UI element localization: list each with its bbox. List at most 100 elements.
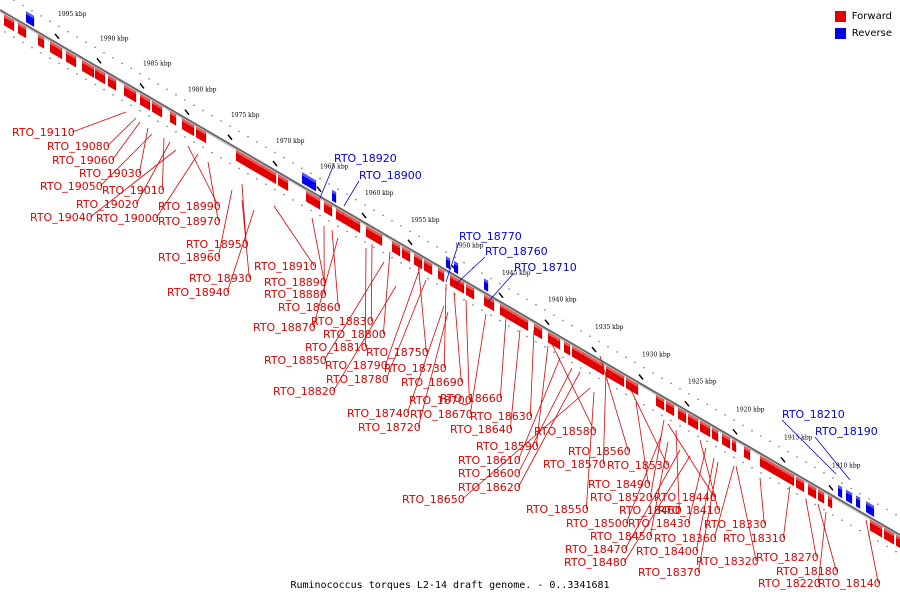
- forward-gene[interactable]: [306, 190, 321, 210]
- forward-gene[interactable]: [774, 463, 795, 487]
- reverse-gene[interactable]: [856, 495, 861, 509]
- forward-gene-label[interactable]: RTO_18410: [658, 504, 721, 517]
- forward-gene-label[interactable]: RTO_18220: [758, 577, 821, 590]
- forward-gene[interactable]: [196, 126, 207, 144]
- forward-gene[interactable]: [108, 75, 117, 91]
- forward-gene-label[interactable]: RTO_18970: [158, 215, 221, 228]
- forward-gene[interactable]: [278, 174, 289, 192]
- forward-gene-label[interactable]: RTO_18360: [654, 532, 717, 545]
- forward-gene-label[interactable]: RTO_18870: [253, 321, 316, 334]
- forward-gene[interactable]: [572, 345, 585, 364]
- forward-gene-label[interactable]: RTO_19040: [30, 211, 93, 224]
- forward-gene-label[interactable]: RTO_18650: [402, 493, 465, 506]
- forward-gene-label[interactable]: RTO_18490: [588, 478, 651, 491]
- reverse-gene-label[interactable]: RTO_18900: [359, 169, 422, 182]
- forward-gene[interactable]: [95, 67, 106, 85]
- forward-gene[interactable]: [366, 225, 383, 247]
- forward-gene[interactable]: [324, 201, 333, 217]
- forward-gene[interactable]: [808, 483, 817, 500]
- forward-gene-label[interactable]: RTO_18660: [440, 392, 503, 405]
- forward-gene-label[interactable]: RTO_18480: [564, 556, 627, 569]
- forward-gene[interactable]: [626, 377, 639, 396]
- forward-gene[interactable]: [818, 489, 825, 504]
- forward-gene[interactable]: [516, 313, 529, 332]
- forward-gene-label[interactable]: RTO_18780: [326, 373, 389, 386]
- forward-gene-label[interactable]: RTO_19000: [96, 212, 159, 225]
- forward-gene[interactable]: [66, 50, 77, 68]
- forward-gene[interactable]: [884, 527, 895, 545]
- forward-gene[interactable]: [796, 476, 805, 493]
- reverse-gene[interactable]: [846, 489, 853, 505]
- forward-gene[interactable]: [4, 14, 15, 32]
- forward-gene-label[interactable]: RTO_18850: [264, 354, 327, 367]
- forward-gene[interactable]: [140, 93, 151, 111]
- forward-gene[interactable]: [564, 341, 571, 356]
- forward-gene-label[interactable]: RTO_18470: [565, 543, 628, 556]
- forward-gene[interactable]: [182, 118, 195, 137]
- forward-gene-label[interactable]: RTO_18730: [384, 362, 447, 375]
- forward-gene[interactable]: [722, 433, 731, 450]
- forward-gene[interactable]: [732, 439, 737, 453]
- forward-gene-label[interactable]: RTO_18450: [590, 530, 653, 543]
- forward-gene-label[interactable]: RTO_18550: [526, 503, 589, 516]
- forward-gene-label[interactable]: RTO_18750: [366, 346, 429, 359]
- forward-gene-label[interactable]: RTO_18690: [401, 376, 464, 389]
- forward-gene[interactable]: [170, 111, 177, 126]
- forward-gene[interactable]: [18, 22, 27, 39]
- forward-gene[interactable]: [424, 259, 433, 276]
- forward-gene-label[interactable]: RTO_18590: [476, 440, 539, 453]
- forward-gene-label[interactable]: RTO_18810: [305, 341, 368, 354]
- forward-gene-label[interactable]: RTO_18640: [450, 423, 513, 436]
- forward-gene-label[interactable]: RTO_18180: [776, 565, 839, 578]
- forward-gene[interactable]: [534, 323, 543, 340]
- forward-gene-label[interactable]: RTO_18890: [264, 276, 327, 289]
- forward-gene-label[interactable]: RTO_19050: [40, 180, 103, 193]
- forward-gene-label[interactable]: RTO_18520: [590, 491, 653, 504]
- reverse-gene-label[interactable]: RTO_18760: [485, 245, 548, 258]
- forward-gene-label[interactable]: RTO_18910: [254, 260, 317, 273]
- forward-gene-label[interactable]: RTO_18570: [543, 458, 606, 471]
- reverse-gene-label[interactable]: RTO_18770: [459, 230, 522, 243]
- forward-gene[interactable]: [264, 166, 277, 185]
- forward-gene-label[interactable]: RTO_18630: [470, 410, 533, 423]
- forward-gene-label[interactable]: RTO_18620: [458, 481, 521, 494]
- forward-gene[interactable]: [50, 41, 63, 60]
- forward-gene-label[interactable]: RTO_18790: [325, 359, 388, 372]
- forward-gene-label[interactable]: RTO_18310: [723, 532, 786, 545]
- reverse-gene-label[interactable]: RTO_18210: [782, 408, 845, 421]
- forward-gene[interactable]: [606, 365, 625, 388]
- forward-gene[interactable]: [124, 84, 137, 103]
- forward-gene[interactable]: [548, 331, 561, 350]
- forward-gene-label[interactable]: RTO_18880: [264, 288, 327, 301]
- forward-gene-label[interactable]: RTO_19110: [12, 126, 75, 139]
- forward-gene[interactable]: [744, 446, 751, 461]
- reverse-gene[interactable]: [838, 484, 843, 499]
- forward-gene-label[interactable]: RTO_18820: [273, 385, 336, 398]
- forward-gene-label[interactable]: RTO_18740: [347, 407, 410, 420]
- forward-gene-label[interactable]: RTO_18830: [311, 315, 374, 328]
- reverse-gene[interactable]: [454, 260, 459, 275]
- forward-gene-label[interactable]: RTO_18580: [534, 425, 597, 438]
- forward-gene-label[interactable]: RTO_18370: [638, 566, 701, 579]
- forward-gene-label[interactable]: RTO_18700: [409, 394, 472, 407]
- forward-gene-label[interactable]: RTO_18940: [167, 286, 230, 299]
- forward-gene[interactable]: [666, 400, 675, 417]
- forward-gene-label[interactable]: RTO_18720: [358, 421, 421, 434]
- forward-gene-label[interactable]: RTO_18610: [458, 454, 521, 467]
- forward-gene[interactable]: [466, 283, 475, 300]
- forward-gene[interactable]: [450, 274, 465, 294]
- forward-gene-label[interactable]: RTO_19080: [47, 140, 110, 153]
- forward-gene-label[interactable]: RTO_18860: [278, 301, 341, 314]
- forward-gene-label[interactable]: RTO_18530: [607, 459, 670, 472]
- forward-gene-label[interactable]: RTO_18800: [323, 328, 386, 341]
- forward-gene-label[interactable]: RTO_18400: [636, 545, 699, 558]
- forward-gene-label[interactable]: RTO_19030: [79, 167, 142, 180]
- forward-gene-label[interactable]: RTO_18950: [186, 238, 249, 251]
- forward-gene[interactable]: [402, 246, 411, 263]
- forward-gene[interactable]: [678, 407, 687, 424]
- forward-gene[interactable]: [392, 240, 401, 257]
- forward-gene-label[interactable]: RTO_18670: [410, 408, 473, 421]
- forward-gene[interactable]: [352, 217, 361, 234]
- forward-gene-label[interactable]: RTO_18270: [756, 551, 819, 564]
- forward-gene-label[interactable]: RTO_19020: [76, 198, 139, 211]
